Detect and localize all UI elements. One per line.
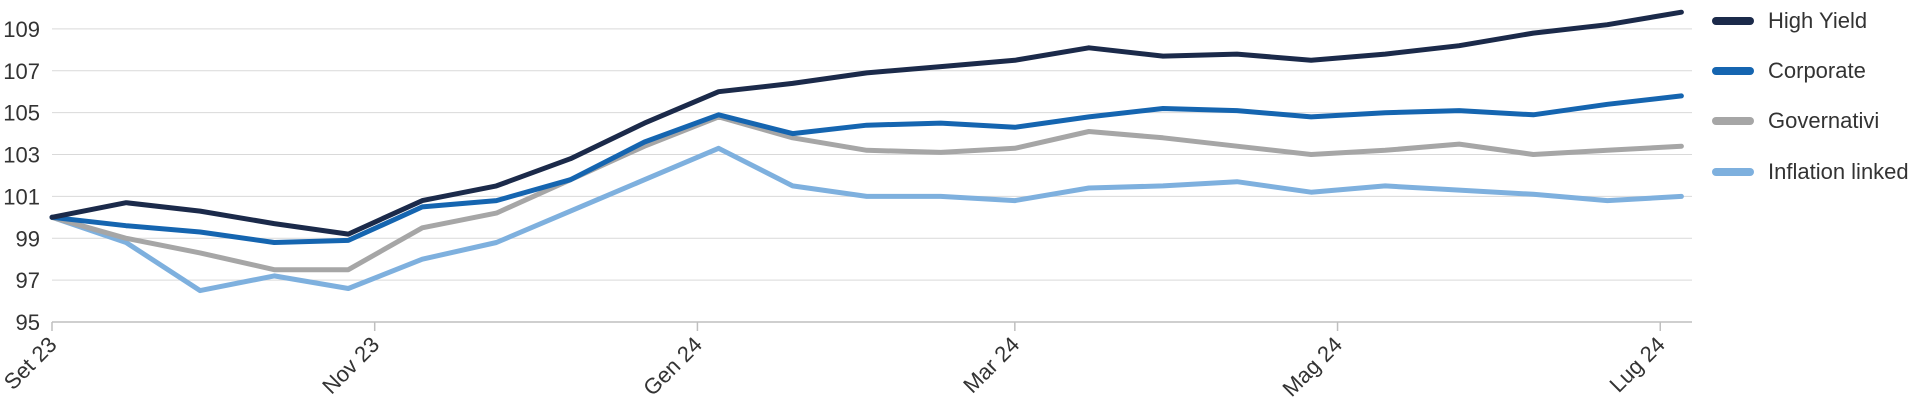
legend-label: High Yield [1768, 8, 1868, 33]
x-tick-label: Mag 24 [1278, 332, 1348, 402]
y-tick-label: 103 [3, 143, 40, 168]
x-tick-label: Set 23 [0, 332, 62, 395]
y-tick-label: 97 [16, 268, 40, 293]
y-tick-label: 95 [16, 310, 40, 335]
legend-item-inflation-linked: Inflation linked [1712, 157, 1909, 187]
legend-item-high-yield: High Yield [1712, 6, 1867, 36]
legend-swatch [1712, 168, 1754, 176]
legend-label: Governativi [1768, 108, 1880, 133]
y-tick-label: 107 [3, 59, 40, 84]
x-tick-label: Nov 23 [317, 332, 384, 399]
x-tick-label: Gen 24 [638, 332, 707, 401]
y-tick-label: 105 [3, 101, 40, 126]
series-line-inflation-linked [49, 145, 1684, 294]
x-tick-label: Mar 24 [958, 332, 1024, 398]
line-chart: 95 97 99 101 103 105 107 109 Set 23 Nov 23 Gen 24 M… [0, 9, 1692, 402]
legend-item-governativi: Governativi [1712, 106, 1879, 136]
y-tick-label: 101 [3, 184, 40, 209]
legend-label: Inflation linked [1768, 159, 1909, 184]
series-line-governativi [49, 114, 1684, 273]
legend-swatch [1712, 67, 1754, 75]
legend-item-corporate: Corporate [1712, 56, 1866, 86]
legend-swatch [1712, 117, 1754, 125]
series-line-high-yield [49, 9, 1684, 237]
series-line-corporate [49, 93, 1684, 245]
y-tick-label: 109 [3, 17, 40, 42]
legend-label: Corporate [1768, 58, 1866, 83]
y-tick-label: 99 [16, 226, 40, 251]
x-tick-label: Lug 24 [1605, 332, 1670, 397]
legend-swatch [1712, 17, 1754, 25]
